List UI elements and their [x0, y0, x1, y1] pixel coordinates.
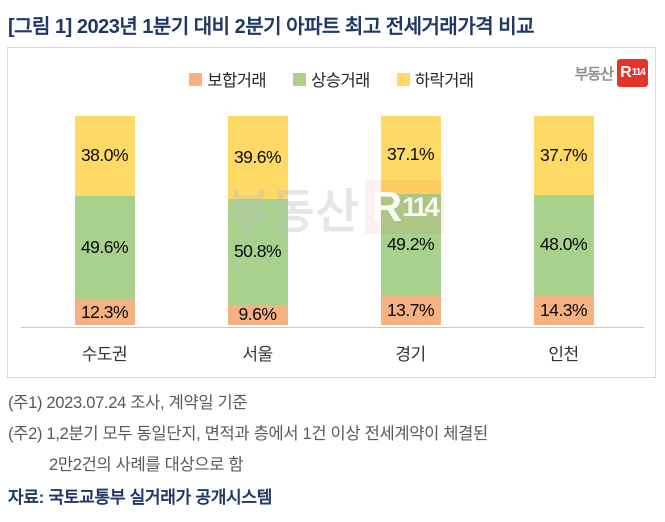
bar-segment: 37.1% — [380, 116, 441, 194]
brand-logo-r114-icon: R 114 — [617, 59, 648, 87]
bar-column: 13.7% 49.2% 37.1% — [380, 116, 441, 325]
bar-segment: 14.3% — [533, 295, 594, 325]
bar-segment: 9.6% — [227, 304, 288, 325]
bar-value-label: 39.6% — [233, 146, 282, 167]
bar-value-label: 48.0% — [539, 234, 588, 255]
footnotes: (주1) 2023.07.24 조사, 계약일 기준 (주2) 1,2분기 모두… — [8, 388, 658, 514]
legend-swatch-icon — [293, 72, 307, 86]
bar-segment: 48.0% — [533, 194, 594, 296]
note-line-1: (주1) 2023.07.24 조사, 계약일 기준 — [8, 394, 248, 412]
legend-label: 보합거래 — [207, 72, 267, 90]
legend-item: 상승거래 — [293, 67, 370, 91]
source-line: 자료: 국토교통부 실거래가 공개시스템 — [8, 488, 273, 507]
legend-swatch-icon — [396, 72, 410, 86]
x-axis-label: 수도권 — [81, 345, 128, 364]
legend-item: 보합거래 — [189, 67, 267, 91]
logo-badge-r: R — [620, 64, 632, 81]
bar-segment: 39.6% — [227, 116, 288, 199]
bar-value-label: 12.3% — [80, 301, 129, 322]
bar-column: 9.6% 50.8% 39.6% — [227, 116, 288, 325]
bar-value-label: 9.6% — [238, 304, 277, 325]
bar-value-label: 14.3% — [539, 299, 588, 320]
chart-panel: 부동산 R 114 보합거래 상승거래 하락거래 12.3% 49.6% 38.0% 수도권… — [7, 47, 656, 378]
legend: 보합거래 상승거래 하락거래 — [8, 67, 655, 91]
x-axis-line — [21, 327, 644, 328]
bar-column: 14.3% 48.0% 37.7% — [533, 116, 594, 325]
bar-value-label: 49.6% — [80, 236, 129, 257]
bar-value-label: 37.1% — [386, 144, 435, 165]
bar-value-label: 13.7% — [386, 300, 435, 321]
note-line-2: (주2) 1,2분기 모두 동일단지, 면적과 층에서 1건 이상 전세계약이 … — [8, 425, 488, 443]
plot-area: 12.3% 49.6% 38.0% 수도권 9.6% 50.8% 39.6% 서울 13.7% 4… — [8, 48, 655, 377]
bar-value-label: 49.2% — [386, 234, 435, 255]
bar-segment: 13.7% — [380, 296, 441, 325]
legend-label: 하락거래 — [414, 72, 474, 90]
logo-badge-num: 114 — [631, 67, 646, 78]
note-line-3: 2만2건의 사례를 대상으로 함 — [49, 456, 244, 474]
bar-segment: 50.8% — [227, 198, 288, 305]
legend-label: 상승거래 — [311, 72, 370, 90]
x-axis-label: 경기 — [395, 345, 426, 364]
bar-segment: 38.0% — [74, 116, 135, 196]
legend-swatch-icon — [189, 72, 203, 86]
bar-segment: 49.2% — [380, 193, 441, 297]
brand-logo: 부동산 R 114 — [575, 59, 648, 87]
brand-logo-text: 부동산 — [574, 65, 614, 83]
bar-value-label: 38.0% — [80, 145, 129, 166]
bar-segment: 49.6% — [74, 195, 135, 300]
legend-item: 하락거래 — [396, 67, 474, 91]
bar-column: 12.3% 49.6% 38.0% — [74, 116, 135, 325]
bar-segment: 12.3% — [74, 299, 135, 325]
bar-value-label: 50.8% — [233, 241, 282, 262]
bar-segment: 37.7% — [533, 116, 594, 195]
x-axis-label: 서울 — [242, 345, 273, 364]
x-axis-label: 인천 — [548, 345, 579, 364]
bar-value-label: 37.7% — [539, 144, 588, 165]
page-title: [그림 1] 2023년 1분기 대비 2분기 아파트 최고 전세거래가격 비교 — [8, 16, 535, 38]
